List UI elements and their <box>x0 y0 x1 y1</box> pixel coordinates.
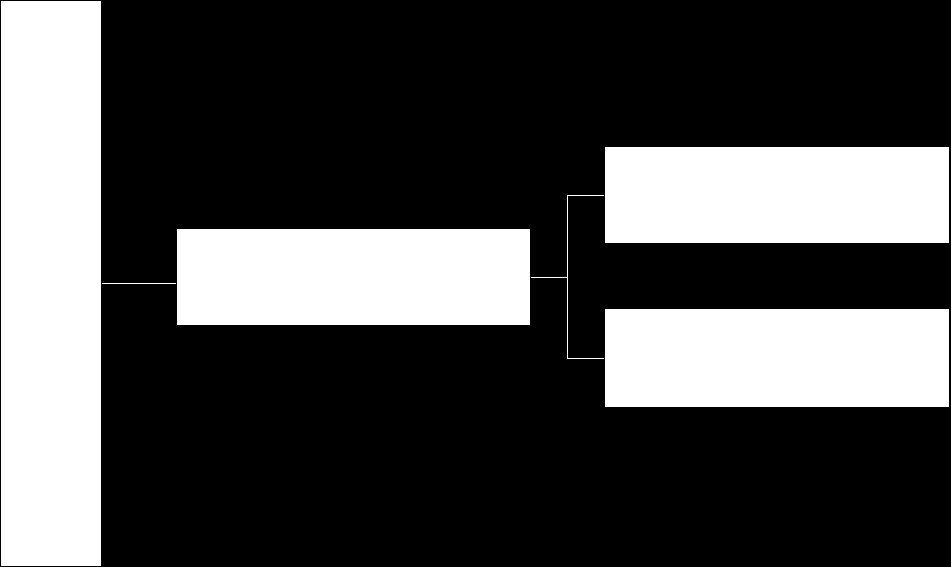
diagram-canvas <box>0 0 951 567</box>
edge-mid-leaf-bottom <box>568 358 605 359</box>
node-root <box>0 0 102 567</box>
edge-trunk-mid <box>531 277 568 278</box>
edge-root-mid <box>102 283 176 284</box>
node-leaf-bottom <box>604 308 950 408</box>
edge-bus-mid <box>567 195 568 359</box>
node-leaf-top <box>604 146 950 244</box>
node-mid <box>176 228 531 326</box>
edge-mid-leaf-top <box>568 195 605 196</box>
